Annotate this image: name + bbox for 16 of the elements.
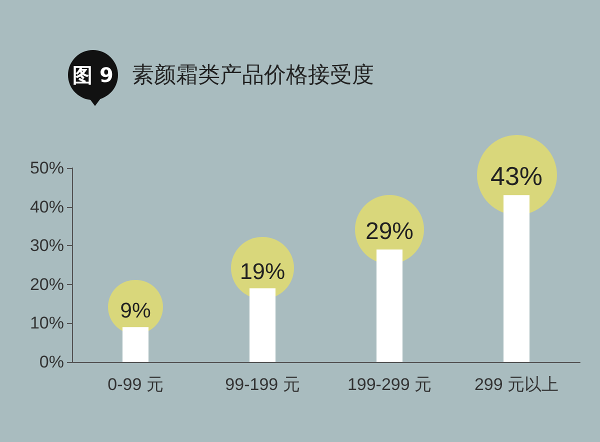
y-tick-label: 0% xyxy=(39,352,64,372)
x-tick-label: 0-99 元 xyxy=(108,375,164,394)
caption: 图 9 xyxy=(68,50,118,100)
x-tick-label: 199-299 元 xyxy=(347,375,432,394)
data-label: 29% xyxy=(365,218,414,245)
y-tick-label: 20% xyxy=(30,274,64,294)
x-tick-label: 99-199 元 xyxy=(225,375,300,394)
y-tick-label: 50% xyxy=(30,158,64,178)
y-tick-label: 30% xyxy=(30,236,64,256)
y-tick-label: 10% xyxy=(30,314,64,333)
chart-title: 素颜霜类产品价格接受度 xyxy=(132,62,374,90)
x-tick-label: 299 元以上 xyxy=(474,375,559,394)
data-label: 43% xyxy=(490,161,543,192)
y-tick-label: 40% xyxy=(30,197,64,216)
data-label: 19% xyxy=(240,258,286,284)
data-label: 9% xyxy=(120,298,151,323)
